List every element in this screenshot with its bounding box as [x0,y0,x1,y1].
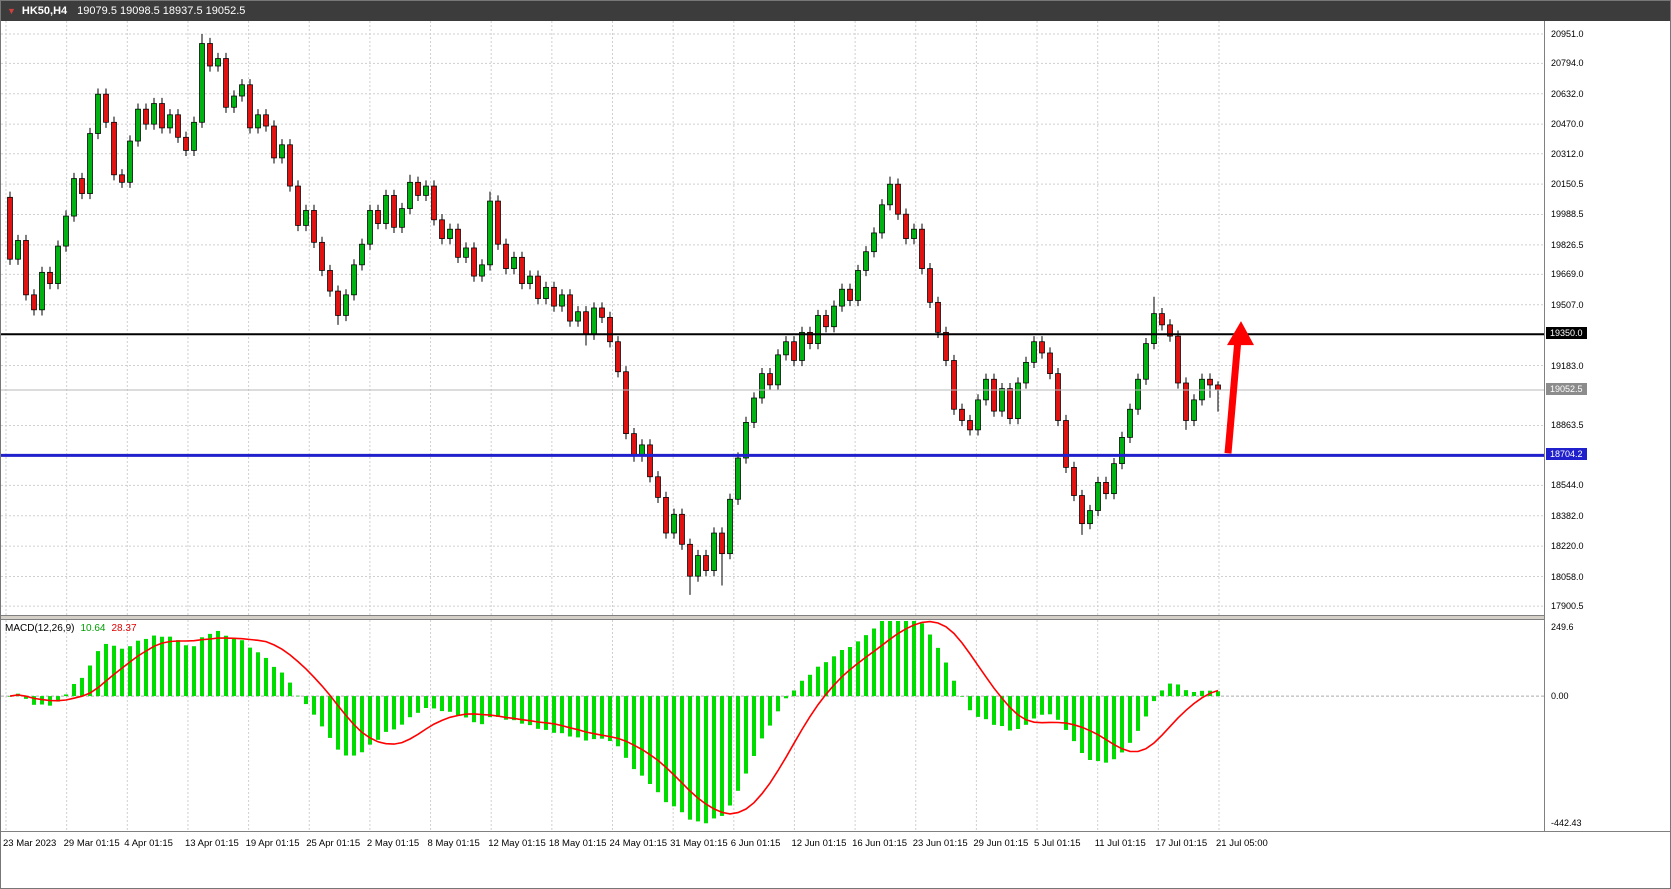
time-label: 17 Jul 01:15 [1155,838,1208,849]
time-label: 23 Mar 2023 [3,838,57,849]
price-tick: 20150.5 [1551,179,1584,190]
time-label: 19 Apr 01:15 [245,838,300,849]
time-label: 13 Apr 01:15 [184,838,239,849]
time-label: 29 Mar 01:15 [63,838,120,849]
time-label: 4 Apr 01:15 [124,838,173,849]
price-tick: 20470.0 [1551,119,1584,130]
macd-tick: 249.6 [1551,622,1574,632]
price-tick: 19669.0 [1551,269,1584,280]
symbol-timeframe-label: HK50,H4 [21,5,68,17]
time-label: 12 Jun 01:15 [791,838,847,849]
price-tick: 19826.5 [1551,239,1584,250]
macd-main-value: 10.64 [80,623,106,634]
price-tick: 17900.5 [1551,601,1584,612]
macd-tick: 0.00 [1551,691,1569,702]
time-label: 25 Apr 01:15 [306,838,361,849]
time-label: 18 May 01:15 [548,838,607,849]
time-label: 11 Jul 01:15 [1094,838,1146,849]
up-arrow-annotation[interactable] [1224,321,1254,454]
price-tag-19350.0[interactable]: 19350.0 [1546,327,1587,340]
price-tick: 18058.0 [1551,571,1584,582]
price-tick: 18220.0 [1551,541,1584,552]
price-axis[interactable]: 20951.0 20794.0 20632.0 20470.0 20312.0 20150… [1544,21,1670,831]
price-tag-19052.5[interactable]: 19052.5 [1546,383,1587,396]
pane-separator[interactable] [1,615,1670,620]
candlestick-chart-icon: ▼ [7,6,16,16]
macd-signal-value: 28.37 [111,623,137,634]
price-tick: 20312.0 [1551,148,1584,159]
chart-title-bar: ▼ HK50,H4 19079.5 19098.5 18937.5 19052.5 [1,1,1670,21]
time-label: 12 May 01:15 [488,838,546,849]
price-tick: 18863.5 [1551,420,1584,431]
macd-indicator-pane[interactable] [1,620,1544,831]
candles-series [7,33,1221,595]
time-label: 8 May 01:15 [427,838,480,849]
macd-tick: -442.43 [1551,818,1582,828]
time-label: 6 Jun 01:15 [730,838,781,849]
price-tick: 20951.0 [1551,28,1584,39]
time-axis[interactable]: 23 Mar 2023 29 Mar 01:15 4 Apr 01:15 13 Apr… [1,831,1670,888]
time-label: 23 Jun 01:15 [912,838,968,849]
price-tick: 19988.5 [1551,209,1584,220]
price-tick: 19183.0 [1551,360,1584,371]
price-tick: 20794.0 [1551,58,1584,69]
time-label: 5 Jul 01:15 [1034,838,1081,849]
time-label: 21 Jul 05:00 [1216,838,1268,849]
time-label: 31 May 01:15 [670,838,728,849]
horizontal-price-lines[interactable] [1,333,1544,457]
main-price-chart[interactable] [1,21,1544,615]
price-tag-18704.2[interactable]: 18704.2 [1546,448,1587,461]
price-tick: 18382.0 [1551,510,1584,521]
time-label: 29 Jun 01:15 [973,838,1029,849]
ohlc-values: 19079.5 19098.5 18937.5 19052.5 [77,5,246,17]
time-label: 24 May 01:15 [609,838,668,849]
macd-signal-line [9,620,1219,815]
main-grid [1,21,1544,615]
price-tick: 19507.0 [1551,299,1584,310]
time-label: 2 May 01:15 [366,838,420,849]
price-tick: 20632.0 [1551,88,1584,99]
time-label: 16 Jun 01:15 [852,838,908,849]
macd-params-label: MACD(12,26,9) [5,623,75,634]
macd-histogram [8,621,1220,824]
price-tick: 18544.0 [1551,480,1584,491]
macd-indicator-label: MACD(12,26,9) 10.64 28.37 [5,623,137,634]
